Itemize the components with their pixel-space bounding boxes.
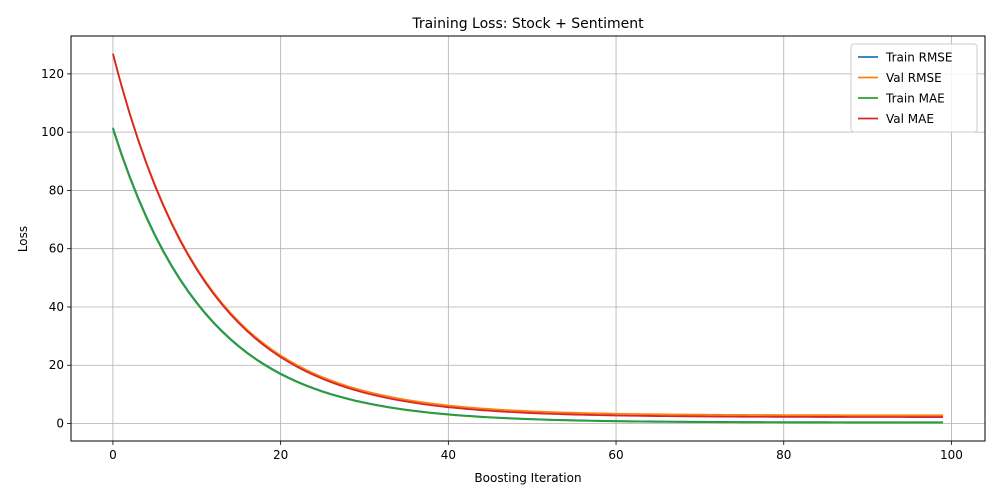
y-tick-label: 40	[49, 300, 64, 314]
x-tick-label: 80	[776, 448, 791, 462]
plot-frame	[70, 35, 986, 442]
y-axis-label: Loss	[16, 226, 30, 252]
y-tick-label: 60	[49, 242, 64, 256]
y-tick-label: 120	[41, 67, 64, 81]
series-line-train-mae	[112, 128, 944, 424]
y-tick-label: 100	[41, 125, 64, 139]
x-tick-label: 60	[608, 448, 623, 462]
series-line-val-mae	[112, 53, 944, 418]
x-tick-label: 100	[940, 448, 963, 462]
chart-title: Training Loss: Stock + Sentiment	[411, 16, 644, 32]
legend-label-train-mae: Train MAE	[885, 92, 945, 106]
ticks: 0 20 40 60 80 100 0 20 40 60 80 100 120	[41, 67, 963, 462]
y-tick-label: 0	[56, 417, 64, 431]
series-lines	[112, 53, 944, 424]
series-line-val-rmse	[112, 53, 944, 417]
x-tick-label: 20	[273, 448, 288, 462]
legend-box	[850, 43, 978, 133]
y-tick-label: 80	[49, 183, 64, 197]
y-tick-label: 20	[49, 358, 64, 372]
legend-label-val-rmse: Val RMSE	[886, 71, 942, 85]
legend-label-val-mae: Val MAE	[886, 112, 934, 126]
legend: Train RMSE Val RMSE Train MAE Val MAE	[850, 43, 978, 133]
x-tick-label: 40	[441, 448, 456, 462]
x-axis-label: Boosting Iteration	[474, 471, 581, 485]
legend-label-train-rmse: Train RMSE	[885, 51, 953, 65]
x-tick-label: 0	[109, 448, 117, 462]
